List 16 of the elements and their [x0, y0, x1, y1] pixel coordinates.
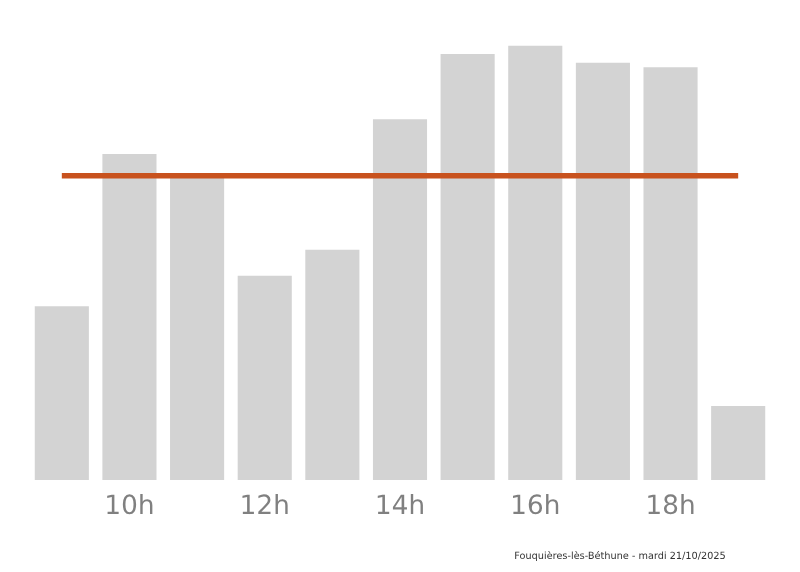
bar [34, 306, 89, 480]
bar [372, 119, 428, 480]
bar [170, 175, 225, 480]
bar [711, 406, 766, 480]
bar [643, 67, 698, 480]
x-tick-label: 16h [513, 493, 559, 515]
bar [305, 249, 360, 480]
x-tick-label: 12h [242, 493, 288, 514]
bar [508, 45, 563, 480]
bar [237, 275, 292, 480]
x-tick-label: 10h [107, 493, 153, 515]
bar [440, 54, 495, 480]
bar [102, 154, 157, 480]
bar [575, 62, 630, 480]
x-tick-label: 14h [377, 493, 423, 514]
x-tick-label: 18h [648, 493, 694, 515]
